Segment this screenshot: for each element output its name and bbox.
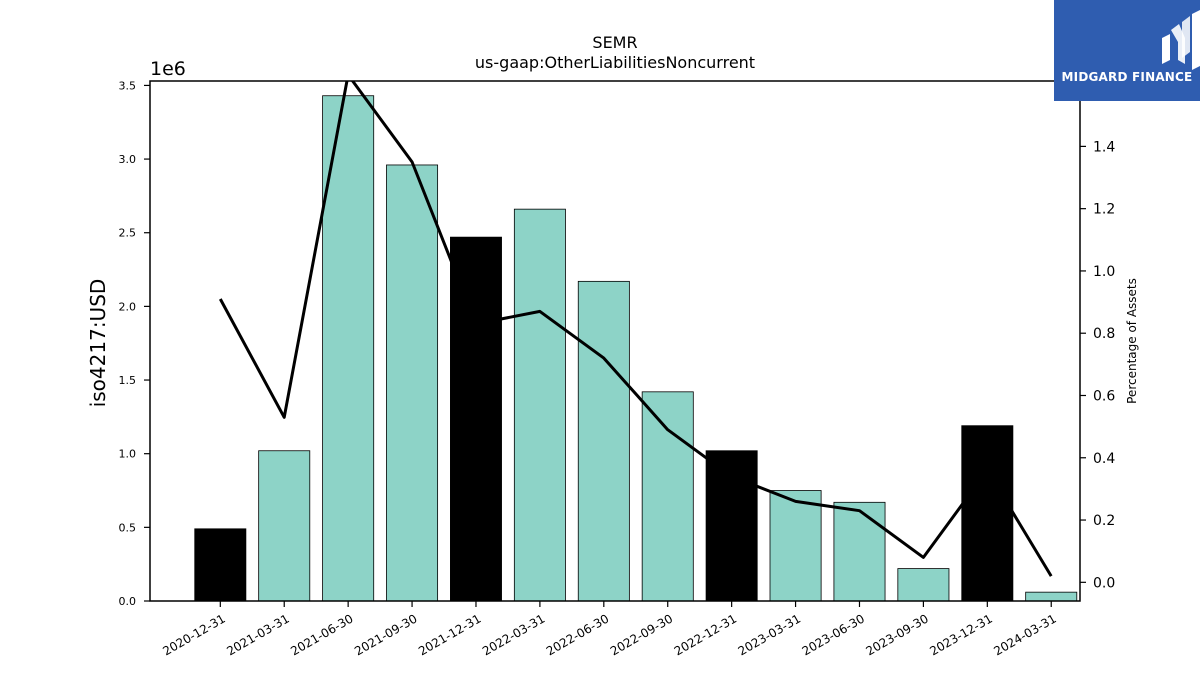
y-tick-label: 1.5 <box>119 374 137 387</box>
logo-text: MIDGARD FINANCE <box>1061 70 1193 84</box>
plot-frame <box>149 80 1081 602</box>
bar-2021-12-31 <box>450 236 502 602</box>
bar-2023-12-31 <box>961 425 1014 602</box>
y-tick-label: 2.5 <box>119 227 137 240</box>
bar-2022-12-31 <box>705 450 758 602</box>
x-tick-label: 2021-12-31 <box>416 611 483 658</box>
y2-tick-label: 0.4 <box>1093 451 1115 467</box>
y-tick-label: 3.0 <box>119 153 137 166</box>
x-tick-label: 2021-06-30 <box>288 611 355 658</box>
y2-tick-label: 1.2 <box>1093 202 1115 218</box>
bar-2021-03-31 <box>258 450 311 602</box>
chart-subtitle: us-gaap:OtherLiabilitiesNoncurrent <box>475 53 755 72</box>
y-tick-label: 3.5 <box>119 79 137 92</box>
y2-tick-label: 0.0 <box>1093 575 1115 591</box>
bar-2023-06-30 <box>833 501 886 602</box>
y-tick-label: 2.0 <box>119 300 137 313</box>
x-tick-label: 2024-03-31 <box>991 611 1058 658</box>
bar-2023-09-30 <box>897 568 950 602</box>
y-tick-label: 0.0 <box>119 595 137 608</box>
brand-logo: MIDGARD FINANCE <box>1054 0 1200 101</box>
x-axis: 2020-12-312021-03-312021-06-302021-09-30… <box>160 601 1059 658</box>
logo-mark-icon <box>1162 10 1200 70</box>
chart-title: SEMR <box>592 33 637 52</box>
y2-axis-label: Percentage of Assets <box>1125 278 1139 404</box>
x-tick-label: 2023-12-31 <box>927 611 994 658</box>
y-tick-label: 1.0 <box>119 448 137 461</box>
bar-2021-06-30 <box>322 95 375 602</box>
y-axis-right: 0.0 0.2 0.4 0.6 0.8 1.0 1.2 1.4 <box>1080 139 1115 591</box>
x-tick-label: 2021-09-30 <box>352 611 419 658</box>
x-tick-label: 2022-06-30 <box>544 611 611 658</box>
y-axis-left: 0.0 0.5 1.0 1.5 2.0 2.5 3.0 3.5 <box>119 79 150 608</box>
bar-2022-06-30 <box>577 280 630 602</box>
y2-tick-label: 0.6 <box>1093 388 1115 404</box>
percentage-of-assets-line <box>218 81 1053 577</box>
x-tick-label: 2023-09-30 <box>863 611 930 658</box>
bar-group <box>194 95 1078 602</box>
x-tick-label: 2023-06-30 <box>800 611 867 658</box>
line-series <box>218 81 1053 577</box>
y-multiplier-label: 1e6 <box>150 58 186 80</box>
x-tick-label: 2022-12-31 <box>672 611 739 658</box>
y2-tick-label: 0.8 <box>1093 326 1115 342</box>
bar-2022-03-31 <box>513 208 566 602</box>
y2-tick-label: 1.4 <box>1093 139 1115 155</box>
y2-tick-label: 0.2 <box>1093 513 1115 529</box>
bar-2021-09-30 <box>386 164 439 602</box>
bar-2023-03-31 <box>769 490 822 602</box>
x-tick-label: 2022-09-30 <box>608 611 675 658</box>
y-axis-label: iso4217:USD <box>86 279 110 408</box>
x-tick-label: 2020-12-31 <box>160 611 227 658</box>
x-tick-label: 2023-03-31 <box>736 611 803 658</box>
y2-tick-label: 1.0 <box>1093 264 1115 280</box>
x-tick-label: 2021-03-31 <box>224 611 291 658</box>
x-tick-label: 2022-03-31 <box>480 611 547 658</box>
bar-2022-09-30 <box>641 391 694 602</box>
bar-2020-12-31 <box>194 528 247 602</box>
y-tick-label: 0.5 <box>119 521 137 534</box>
bar-2024-03-31 <box>1025 591 1078 602</box>
